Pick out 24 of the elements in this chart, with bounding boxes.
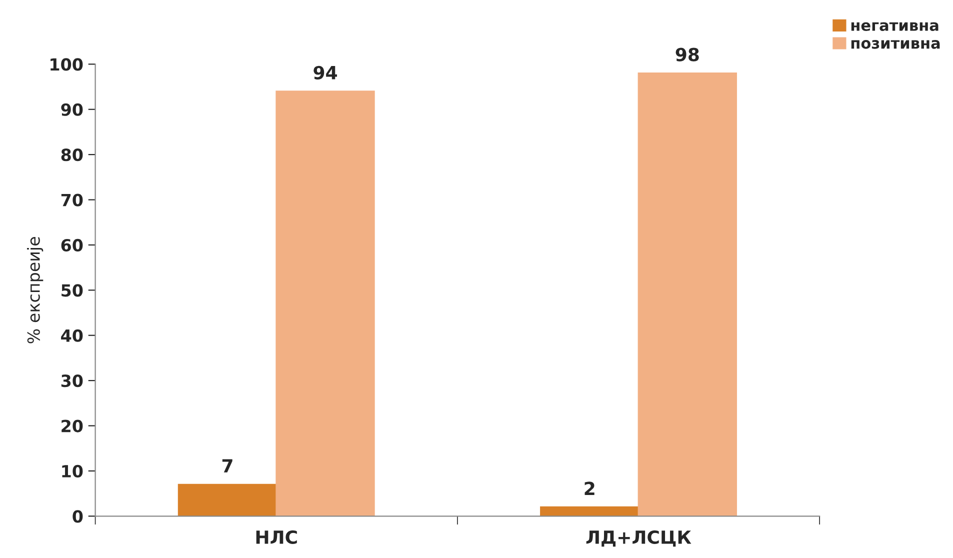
y-tick-label: 90 [61, 103, 83, 116]
data-label: 98 [676, 48, 699, 62]
bar [540, 506, 640, 516]
legend-label: негативна [851, 22, 938, 31]
y-tick-label: 30 [61, 374, 83, 388]
bar [276, 90, 375, 516]
legend-label: позитивна [851, 40, 940, 49]
bar [638, 72, 737, 516]
bar [178, 484, 278, 516]
y-tick-label: 20 [62, 420, 83, 432]
x-tick-label: НЛС [256, 530, 297, 544]
y-tick-label: 40 [61, 329, 83, 342]
y-tick-label: 70 [61, 194, 83, 206]
y-tick-label: 60 [61, 238, 83, 252]
data-label: 2 [584, 482, 594, 496]
data-label: 7 [222, 459, 232, 472]
data-label: 94 [314, 66, 337, 80]
y-tick-label: 100 [50, 58, 83, 71]
y-tick-label: 0 [72, 510, 83, 523]
y-tick-label: 80 [61, 148, 83, 162]
x-tick-label: ЛД+ЛСЦК [586, 530, 692, 547]
y-tick-label: 10 [62, 464, 83, 478]
y-axis-title: % експреије [27, 237, 44, 344]
y-tick-label: 50 [62, 284, 83, 297]
